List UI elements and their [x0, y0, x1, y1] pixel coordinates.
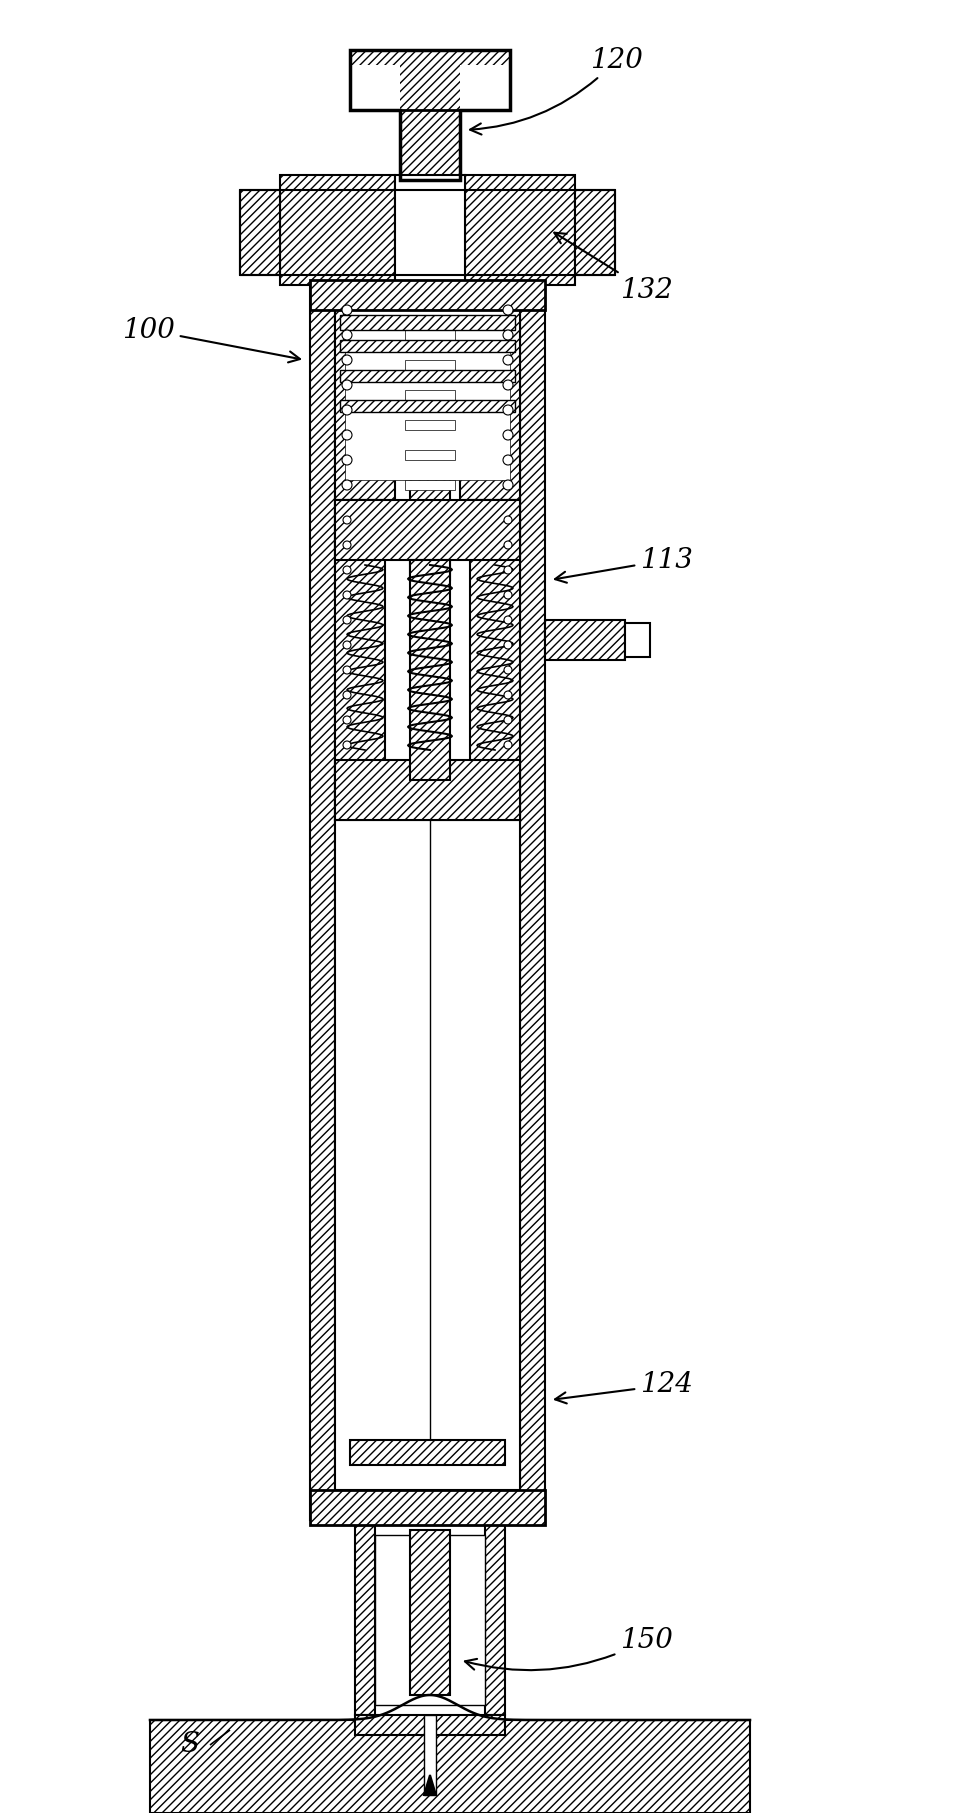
Circle shape	[343, 691, 351, 700]
Circle shape	[342, 355, 352, 364]
Polygon shape	[424, 1775, 436, 1795]
Text: 124: 124	[555, 1371, 693, 1403]
Circle shape	[503, 355, 513, 364]
Circle shape	[503, 381, 513, 390]
Circle shape	[503, 330, 513, 341]
Circle shape	[504, 742, 512, 749]
Circle shape	[503, 430, 513, 441]
Polygon shape	[335, 500, 385, 819]
Polygon shape	[410, 1530, 450, 1695]
Circle shape	[503, 480, 513, 490]
Circle shape	[342, 430, 352, 441]
Polygon shape	[340, 341, 515, 352]
Circle shape	[504, 716, 512, 723]
Text: S: S	[181, 1731, 199, 1759]
Polygon shape	[280, 176, 395, 285]
Circle shape	[504, 616, 512, 624]
Circle shape	[342, 480, 352, 490]
Polygon shape	[310, 1490, 545, 1525]
Circle shape	[504, 540, 512, 549]
Polygon shape	[485, 1525, 505, 1715]
Polygon shape	[405, 450, 455, 461]
Polygon shape	[340, 315, 515, 330]
Polygon shape	[350, 51, 510, 111]
Polygon shape	[310, 279, 335, 1519]
Text: 132: 132	[554, 232, 673, 303]
Polygon shape	[460, 285, 520, 500]
Polygon shape	[545, 620, 625, 660]
Circle shape	[503, 455, 513, 464]
Polygon shape	[240, 190, 280, 276]
Circle shape	[504, 517, 512, 524]
Polygon shape	[625, 624, 650, 656]
Polygon shape	[405, 421, 455, 430]
Polygon shape	[520, 279, 545, 1519]
Polygon shape	[395, 176, 465, 285]
Circle shape	[343, 517, 351, 524]
Text: 120: 120	[470, 47, 643, 134]
Circle shape	[503, 404, 513, 415]
Polygon shape	[335, 760, 520, 819]
Polygon shape	[335, 500, 520, 560]
Polygon shape	[350, 1440, 505, 1465]
Circle shape	[343, 616, 351, 624]
Circle shape	[343, 540, 351, 549]
Text: 150: 150	[465, 1626, 673, 1670]
Polygon shape	[460, 65, 510, 111]
Circle shape	[504, 665, 512, 674]
Polygon shape	[405, 330, 455, 341]
Polygon shape	[424, 1715, 436, 1795]
Circle shape	[343, 716, 351, 723]
Polygon shape	[465, 176, 575, 285]
Circle shape	[504, 566, 512, 575]
Circle shape	[342, 404, 352, 415]
Polygon shape	[405, 390, 455, 401]
Polygon shape	[350, 65, 400, 111]
Polygon shape	[400, 51, 460, 179]
Polygon shape	[375, 1536, 485, 1704]
Text: 100: 100	[122, 317, 300, 363]
Circle shape	[342, 305, 352, 315]
Circle shape	[504, 642, 512, 649]
Text: 113: 113	[555, 546, 693, 582]
Circle shape	[504, 691, 512, 700]
Polygon shape	[410, 285, 450, 580]
Polygon shape	[340, 370, 515, 383]
Circle shape	[343, 591, 351, 598]
Circle shape	[342, 330, 352, 341]
Circle shape	[343, 566, 351, 575]
Circle shape	[343, 742, 351, 749]
Circle shape	[503, 305, 513, 315]
Polygon shape	[405, 299, 455, 310]
Polygon shape	[150, 1721, 750, 1813]
Circle shape	[342, 455, 352, 464]
Polygon shape	[410, 560, 450, 780]
Polygon shape	[310, 279, 545, 310]
Polygon shape	[470, 500, 520, 819]
Polygon shape	[355, 1525, 375, 1715]
Circle shape	[343, 642, 351, 649]
Polygon shape	[340, 401, 515, 412]
Circle shape	[343, 665, 351, 674]
Circle shape	[504, 591, 512, 598]
Polygon shape	[335, 819, 520, 1490]
Polygon shape	[345, 285, 510, 480]
Polygon shape	[355, 1715, 505, 1735]
Polygon shape	[335, 285, 395, 500]
Polygon shape	[405, 361, 455, 370]
Polygon shape	[405, 480, 455, 490]
Circle shape	[342, 381, 352, 390]
Polygon shape	[575, 190, 615, 276]
